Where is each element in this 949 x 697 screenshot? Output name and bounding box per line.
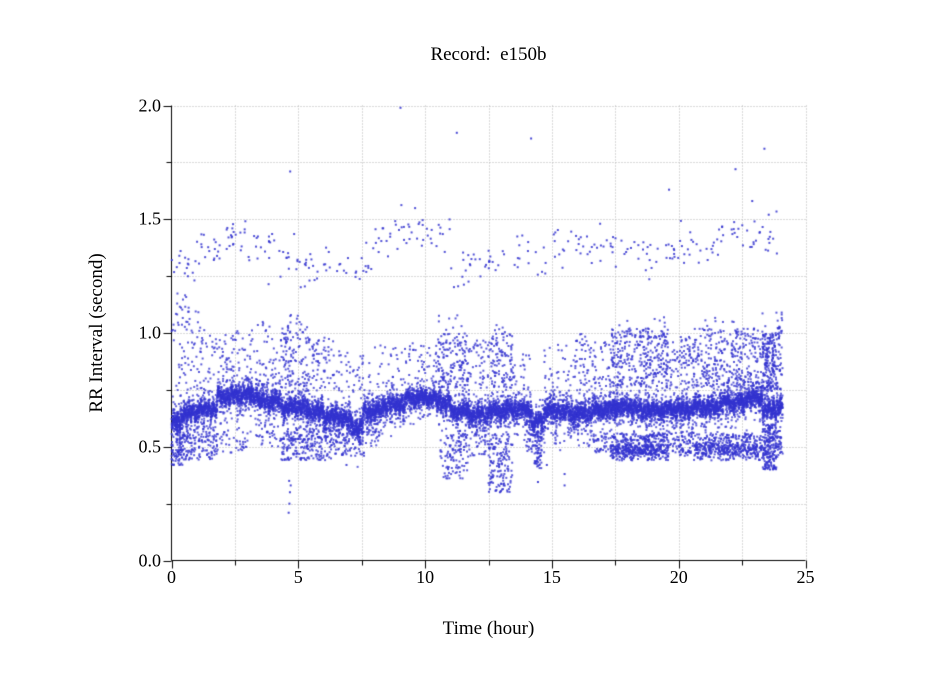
x-tick-label: 0 (167, 567, 176, 587)
x-tick-label: 5 (293, 567, 303, 587)
y-tick-label: 2.0 (138, 95, 162, 115)
y-tick-label: 0.5 (138, 436, 162, 457)
x-tick-label: 15 (542, 567, 561, 587)
chart-title: Record: e150b (430, 44, 547, 65)
y-tick-label: 1.5 (138, 208, 162, 229)
x-axis-title: Time (hour) (442, 618, 535, 639)
y-tick-label: 1.0 (138, 322, 162, 343)
y-axis-title: RR Interval (second) (86, 253, 107, 413)
x-tick-label: 20 (669, 567, 688, 587)
x-tick-label: 25 (796, 567, 815, 587)
x-tick-label: 10 (416, 567, 435, 587)
y-tick-label: 0.0 (138, 550, 162, 570)
